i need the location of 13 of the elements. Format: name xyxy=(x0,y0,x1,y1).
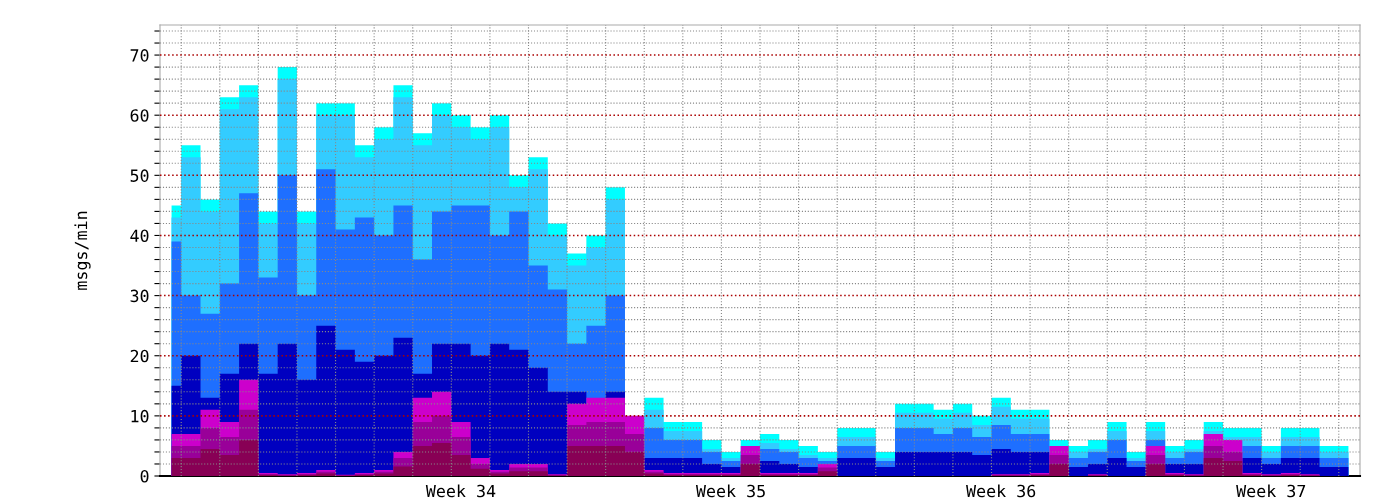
y-tick-label: 70 xyxy=(130,49,149,62)
y-tick-label: 10 xyxy=(131,409,149,423)
y-tick-label: 30 xyxy=(130,289,149,303)
x-tick-label: Week 37 xyxy=(1236,484,1306,498)
x-tick-label: Week 34 xyxy=(425,484,496,498)
y-tick-label: 0 xyxy=(140,470,149,483)
y-tick-label: 40 xyxy=(130,229,149,243)
x-tick-label: Week 36 xyxy=(966,484,1036,498)
y-tick-label: 60 xyxy=(130,109,149,122)
x-tick-label: Week 35 xyxy=(695,484,765,498)
y-tick-label: 20 xyxy=(130,349,149,363)
y-axis-title: msgs/min xyxy=(74,211,91,290)
y-tick-label: 50 xyxy=(130,169,149,182)
